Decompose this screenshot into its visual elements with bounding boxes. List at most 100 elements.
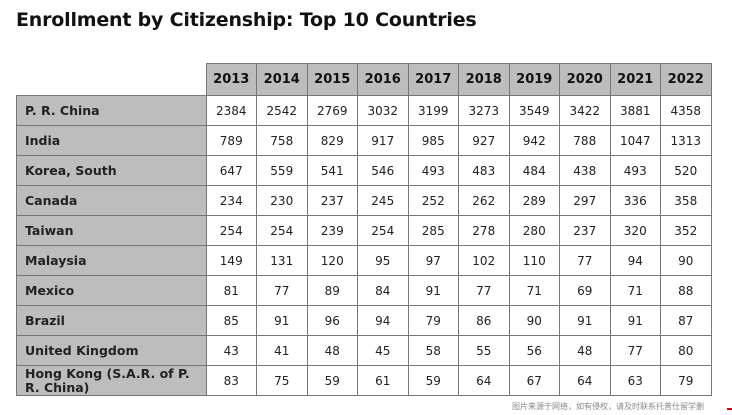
column-header: 2018: [458, 63, 510, 96]
table-cell: 55: [458, 335, 510, 366]
table-row: Canada 234 230 237 245 252 262 289 297 336 358: [16, 185, 712, 216]
table-cell: 254: [205, 215, 257, 246]
table-row: India 789 758 829 917 985 927 942 788 1047 1313: [16, 125, 712, 156]
table-row: Mexico 81 77 89 84 91 77 71 69 71 88: [16, 275, 712, 306]
table-cell: 48: [559, 335, 611, 366]
table-cell: 239: [306, 215, 358, 246]
table-cell: 297: [559, 185, 611, 216]
table-cell: 91: [256, 305, 308, 336]
column-header: 2014: [256, 63, 308, 96]
table-row: P. R. China 2384 2542 2769 3032 3199 3273 3549 3…: [16, 95, 712, 126]
row-label: Malaysia: [16, 245, 207, 276]
table-cell: 942: [508, 125, 560, 156]
table-cell: 87: [660, 305, 712, 336]
table-cell: 2769: [306, 95, 358, 126]
table-cell: 81: [205, 275, 257, 306]
table-cell: 234: [205, 185, 257, 216]
table-cell: 252: [407, 185, 459, 216]
column-header: 2019: [508, 63, 560, 96]
table-cell: 71: [508, 275, 560, 306]
table-cell: 262: [458, 185, 510, 216]
table-cell: 647: [205, 155, 257, 186]
table-cell: 358: [660, 185, 712, 216]
table-cell: 67: [508, 365, 560, 396]
table-cell: 91: [609, 305, 661, 336]
table-cell: 237: [306, 185, 358, 216]
column-header: 2022: [660, 63, 712, 96]
row-label: Canada: [16, 185, 207, 216]
table-cell: 110: [508, 245, 560, 276]
table-cell: 758: [256, 125, 308, 156]
table-cell: 3199: [407, 95, 459, 126]
table-cell: 77: [458, 275, 510, 306]
column-header: 2017: [407, 63, 459, 96]
table-cell: 71: [609, 275, 661, 306]
table-cell: 48: [306, 335, 358, 366]
table-cell: 41: [256, 335, 308, 366]
table-cell: 278: [458, 215, 510, 246]
watermark-mark: [727, 408, 732, 410]
table-cell: 493: [609, 155, 661, 186]
table-cell: 285: [407, 215, 459, 246]
table-cell: 56: [508, 335, 560, 366]
table-cell: 59: [407, 365, 459, 396]
table-cell: 985: [407, 125, 459, 156]
table-cell: 102: [458, 245, 510, 276]
table-cell: 89: [306, 275, 358, 306]
table-cell: 483: [458, 155, 510, 186]
table-cell: 917: [357, 125, 409, 156]
table-cell: 61: [357, 365, 409, 396]
table-cell: 352: [660, 215, 712, 246]
table-row: United Kingdom 43 41 48 45 58 55 56 48 77 80: [16, 335, 712, 366]
table-cell: 254: [357, 215, 409, 246]
enrollment-table: 2013 2014 2015 2016 2017 2018 2019 2020 2021 2022…: [16, 63, 712, 396]
table-cell: 79: [660, 365, 712, 396]
corner-cell: [16, 63, 206, 96]
row-label: P. R. China: [16, 95, 207, 126]
table-cell: 97: [407, 245, 459, 276]
table-cell: 90: [660, 245, 712, 276]
table-cell: 541: [306, 155, 358, 186]
table-cell: 438: [559, 155, 611, 186]
table-cell: 493: [407, 155, 459, 186]
table-cell: 79: [407, 305, 459, 336]
table-cell: 927: [458, 125, 510, 156]
table-cell: 289: [508, 185, 560, 216]
table-cell: 91: [559, 305, 611, 336]
row-label: Brazil: [16, 305, 207, 336]
table-cell: 94: [609, 245, 661, 276]
table-row: Korea, South 647 559 541 546 493 483 484 438 493 5…: [16, 155, 712, 186]
table-cell: 3881: [609, 95, 661, 126]
table-cell: 789: [205, 125, 257, 156]
table-cell: 1313: [660, 125, 712, 156]
table-cell: 96: [306, 305, 358, 336]
column-header: 2013: [205, 63, 257, 96]
header-row: 2013 2014 2015 2016 2017 2018 2019 2020 2021 2022: [16, 63, 712, 96]
watermark: 图片来源于网络，如有侵权，请及时联系托普仕留学删: [512, 402, 704, 411]
row-label: Korea, South: [16, 155, 207, 186]
table-cell: 63: [609, 365, 661, 396]
table-cell: 77: [609, 335, 661, 366]
table-cell: 95: [357, 245, 409, 276]
row-label: United Kingdom: [16, 335, 207, 366]
table-cell: 336: [609, 185, 661, 216]
table-cell: 1047: [609, 125, 661, 156]
table-row: Hong Kong (S.A.R. of P. R. China) 83 75 59 6…: [16, 365, 712, 396]
table-cell: 3422: [559, 95, 611, 126]
table-cell: 2542: [256, 95, 308, 126]
table-cell: 3273: [458, 95, 510, 126]
table-cell: 88: [660, 275, 712, 306]
table-cell: 64: [559, 365, 611, 396]
column-header: 2015: [306, 63, 358, 96]
table-cell: 559: [256, 155, 308, 186]
table-row: Malaysia 149 131 120 95 97 102 110 77 94 90: [16, 245, 712, 276]
table-cell: 788: [559, 125, 611, 156]
table-cell: 829: [306, 125, 358, 156]
table-cell: 320: [609, 215, 661, 246]
table-cell: 280: [508, 215, 560, 246]
table-cell: 75: [256, 365, 308, 396]
table-cell: 120: [306, 245, 358, 276]
row-label: Taiwan: [16, 215, 207, 246]
table-cell: 83: [205, 365, 257, 396]
table-cell: 230: [256, 185, 308, 216]
